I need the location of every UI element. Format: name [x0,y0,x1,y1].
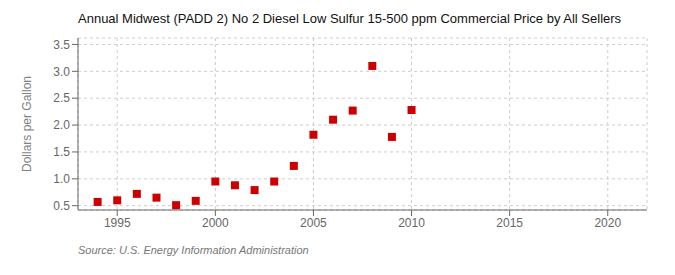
svg-text:1995: 1995 [104,216,131,230]
svg-text:3.0: 3.0 [53,65,70,79]
html-text:Annual Midwest (PADD 2) No 2 D: Annual Midwest (PADD 2) No 2 Diesel Low … [78,11,622,26]
svg-text:2.5: 2.5 [53,91,70,105]
svg-text:2020: 2020 [594,216,621,230]
svg-text:2.0: 2.0 [53,118,70,132]
html-text:Source: U.S. Energy Informatio: Source: U.S. Energy Information Administ… [78,244,309,256]
svg-text:0.5: 0.5 [53,199,70,213]
svg-text:1.0: 1.0 [53,172,70,186]
svg-text:2010: 2010 [398,216,425,230]
svg-text:1.5: 1.5 [53,145,70,159]
svg-text:2005: 2005 [300,216,327,230]
svg-text:2015: 2015 [496,216,523,230]
svg-text:Dollars per Gallon: Dollars per Gallon [20,76,34,172]
svg-text:2000: 2000 [202,216,229,230]
svg-text:3.5: 3.5 [53,38,70,52]
